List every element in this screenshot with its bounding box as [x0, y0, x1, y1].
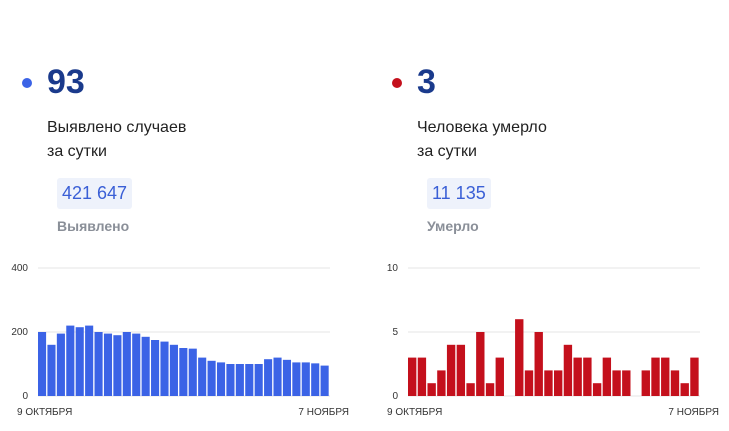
cases-total-badge: 421 647: [57, 178, 133, 209]
deaths-bar: [476, 332, 485, 396]
cases-bar: [85, 325, 94, 396]
cases-y-tick-label: 200: [11, 327, 28, 338]
deaths-panel: 3 Человека умерло за сутки 11 135 Умерло…: [370, 0, 729, 431]
deaths-description-line2: за сутки: [417, 143, 477, 160]
deaths-indicator-dot: [392, 78, 402, 88]
cases-description-line1: Выявлено случаев: [47, 119, 187, 136]
deaths-y-tick-label: 5: [392, 327, 398, 338]
deaths-y-tick-label: 10: [387, 263, 399, 274]
cases-bar: [301, 362, 310, 396]
cases-bar: [273, 357, 282, 396]
deaths-total-label: Умерло: [427, 218, 479, 234]
deaths-bar: [437, 370, 446, 396]
deaths-bar: [563, 344, 573, 396]
cases-bar: [254, 364, 263, 396]
cases-bar: [103, 333, 113, 396]
deaths-bar: [446, 344, 456, 396]
deaths-bar: [641, 370, 650, 396]
cases-bar: [292, 362, 301, 396]
cases-bar: [320, 365, 329, 396]
deaths-bar: [485, 383, 495, 396]
deaths-bar: [612, 370, 621, 396]
cases-y-tick-label: 0: [22, 391, 28, 402]
deaths-bar: [670, 370, 680, 396]
deaths-daily-value: 3: [417, 63, 436, 101]
deaths-bar: [651, 357, 660, 396]
cases-y-tick-label: 400: [11, 263, 28, 274]
deaths-bar: [427, 383, 436, 396]
cases-bar: [94, 332, 103, 396]
deaths-bar: [495, 357, 504, 396]
cases-bar: [113, 335, 122, 396]
deaths-bar: [573, 357, 582, 396]
deaths-bar: [583, 357, 592, 396]
cases-bar: [245, 364, 254, 396]
deaths-bar: [524, 370, 534, 396]
cases-description: Выявлено случаев за сутки: [47, 116, 277, 164]
deaths-y-tick-label: 0: [392, 391, 398, 402]
cases-x-end-label: 7 НОЯБРЯ: [298, 407, 349, 418]
deaths-bar: [680, 383, 689, 396]
cases-bar: [56, 333, 65, 396]
cases-bar: [188, 348, 197, 396]
cases-bar: [75, 327, 84, 396]
cases-bar: [38, 332, 47, 396]
deaths-bar: [622, 370, 631, 396]
deaths-bar: [661, 357, 670, 396]
cases-bar: [235, 364, 244, 396]
cases-bar: [122, 332, 131, 396]
cases-bar: [169, 344, 178, 396]
deaths-description: Человека умерло за сутки: [417, 116, 647, 164]
cases-bar: [160, 341, 169, 396]
deaths-total-badge: 11 135: [427, 178, 491, 209]
deaths-bar-chart: 0 5 10 9 ОКТЯБРЯ 7 НОЯБРЯ: [387, 263, 719, 418]
cases-bar: [282, 359, 291, 396]
cases-bar: [66, 325, 75, 396]
deaths-bar: [602, 357, 612, 396]
cases-bar: [151, 340, 160, 396]
cases-x-start-label: 9 ОКТЯБРЯ: [17, 407, 72, 418]
deaths-bar: [408, 357, 417, 396]
deaths-bar: [466, 383, 475, 396]
deaths-bar: [515, 319, 524, 396]
cases-total-label: Выявлено: [57, 218, 130, 234]
cases-bar: [264, 359, 273, 396]
cases-bar: [216, 362, 226, 396]
cases-bar: [311, 363, 320, 396]
cases-bar: [132, 333, 141, 396]
cases-bar-chart: 0 200 400 9 ОКТЯБРЯ 7 НОЯБРЯ: [11, 263, 349, 418]
deaths-bar: [554, 370, 563, 396]
cases-bar: [179, 348, 188, 396]
cases-bar: [141, 336, 150, 396]
deaths-bar: [592, 383, 602, 396]
cases-description-line2: за сутки: [47, 143, 107, 160]
cases-bar: [207, 360, 216, 396]
deaths-description-line1: Человека умерло: [417, 119, 547, 136]
deaths-bar: [690, 357, 699, 396]
cases-panel: 93 Выявлено случаев за сутки 421 647 Выя…: [0, 0, 364, 431]
cases-indicator-dot: [22, 78, 32, 88]
deaths-bar: [456, 344, 466, 396]
cases-bar: [226, 364, 235, 396]
deaths-bar: [534, 332, 543, 396]
cases-bar: [47, 344, 56, 396]
deaths-bar: [544, 370, 553, 396]
cases-bar: [198, 357, 207, 396]
deaths-x-end-label: 7 НОЯБРЯ: [668, 407, 719, 418]
deaths-bar: [417, 357, 427, 396]
cases-daily-value: 93: [47, 63, 85, 101]
deaths-x-start-label: 9 ОКТЯБРЯ: [387, 407, 442, 418]
